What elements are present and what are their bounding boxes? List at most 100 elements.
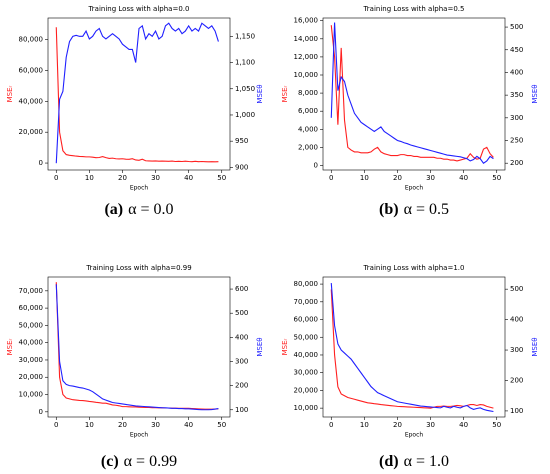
y-tick-label: 6,000 [298,107,318,115]
y2-tick-label: 300 [510,114,523,122]
y-tick-label: 10,000 [294,71,319,79]
y2-tick-label: 1,050 [235,85,255,93]
y2-tick-label: 400 [510,316,523,324]
y-tick-label: 14,000 [294,35,319,43]
y2-tick-label: 950 [235,137,248,145]
y2-tick-label: 200 [235,382,248,390]
loss-line [55,284,219,411]
y-tick-label: 8,000 [298,89,318,97]
y-tick-label: 40,000 [294,351,319,359]
x-tick-label: 20 [118,174,127,182]
y2-tick-label: 400 [510,68,523,76]
x-tick-label: 0 [329,174,333,182]
caption-label: (a) [104,201,123,218]
y2-tick-label: 1,100 [235,59,255,67]
y2-tick-label: 300 [235,357,248,365]
y2-tick-label: 350 [510,91,523,99]
loss-line [330,22,494,164]
x-axis-label: Epoch [405,185,424,192]
y-tick-label: 80,000 [294,280,319,288]
x-axis-label: Epoch [130,432,149,439]
subplot: Training Loss with alpha=1.0 0 10 20 30 40 50 1… [281,264,539,470]
x-axis-label: Epoch [405,432,424,439]
y-tick-label: 60,000 [19,304,44,312]
y-tick-label: 4,000 [298,125,318,133]
x-tick-label: 0 [329,421,333,429]
y-tick-label: 10,000 [294,404,319,412]
y2-tick-label: 200 [510,159,523,167]
x-axis-label: Epoch [130,185,149,192]
y-tick-label: 10,000 [19,391,44,399]
y-tick-label: 30,000 [294,369,319,377]
caption: (a) α = 0.0 [104,201,173,218]
x-tick-label: 40 [184,421,193,429]
subplot: Training Loss with alpha=0.50 10 20 30 40 500… [281,5,539,218]
x-tick-label: 50 [492,421,501,429]
x-tick-label: 0 [54,174,58,182]
loss-line [330,289,494,409]
caption-text: α = 0.0 [128,201,173,218]
y2-tick-label: 500 [510,23,523,31]
y-tick-label: 40,000 [19,97,44,105]
y2-tick-label: 400 [235,333,248,341]
y-tick-label: 20,000 [19,128,44,136]
x-tick-label: 20 [118,421,127,429]
y-tick-label: 30,000 [19,356,44,364]
caption: (d) α = 1.0 [379,453,449,470]
plot-frame [47,17,231,171]
y-tick-label: 70,000 [294,298,319,306]
y-tick-label: 20,000 [294,386,319,394]
x-tick-label: 10 [85,174,94,182]
y2-axis-label: MSEθ [531,84,539,103]
x-tick-label: 30 [426,421,435,429]
caption-text: α = 0.99 [124,453,177,470]
x-tick-label: 50 [492,174,501,182]
x-tick-label: 20 [393,174,402,182]
loss-line [55,27,219,163]
y2-tick-label: 100 [510,407,523,415]
y-axis-label: MSEᵣ [6,85,14,102]
y2-tick-label: 500 [235,309,248,317]
plot-frame [322,276,506,418]
y-tick-label: 70,000 [19,287,44,295]
plot-frame [47,276,231,418]
caption-label: (b) [379,201,399,218]
x-tick-label: 50 [217,174,226,182]
caption-text: α = 1.0 [404,453,449,470]
y2-tick-label: 1,150 [235,32,255,40]
y2-tick-label: 1,000 [235,111,255,119]
y-tick-label: 0 [39,408,43,416]
y2-tick-label: 500 [510,285,523,293]
x-tick-label: 10 [360,174,369,182]
x-tick-label: 40 [459,421,468,429]
y-axis-label: MSEᵣ [6,338,14,355]
y2-axis-label: MSEθ [256,337,264,356]
y-tick-label: 16,000 [294,17,319,25]
y2-tick-label: 250 [510,137,523,145]
caption: (c) α = 0.99 [101,453,177,470]
y-tick-label: 12,000 [294,53,319,61]
x-tick-label: 40 [459,174,468,182]
y2-tick-label: 200 [510,376,523,384]
subplot: Training Loss with alpha=0.99 0 10 20 30 40 50… [6,264,264,470]
x-tick-label: 10 [360,421,369,429]
y2-tick-label: 900 [235,163,248,171]
caption-label: (d) [379,453,399,470]
x-tick-label: 30 [151,174,160,182]
x-tick-label: 50 [217,421,226,429]
chart-title: Training Loss with alpha=0.0 [88,5,190,13]
y-tick-label: 20,000 [19,373,44,381]
y2-axis-label: MSEθ [531,337,539,356]
subplot: Training Loss with alpha=0.0 0 10 20 30 40 50 0… [6,5,264,218]
y-tick-label: 80,000 [19,36,44,44]
y-tick-label: 0 [39,159,43,167]
x-tick-label: 30 [151,421,160,429]
y2-tick-label: 300 [510,346,523,354]
chart-title: Training Loss with alpha=0.99 [85,264,191,272]
chart-title: Training Loss with alpha=1.0 [363,264,465,272]
y2-tick-label: 600 [235,285,248,293]
y2-tick-label: 100 [235,406,248,414]
chart-title: Training Loss with alpha=0.5 [363,5,465,13]
y2-axis-label: MSEθ [256,84,264,103]
